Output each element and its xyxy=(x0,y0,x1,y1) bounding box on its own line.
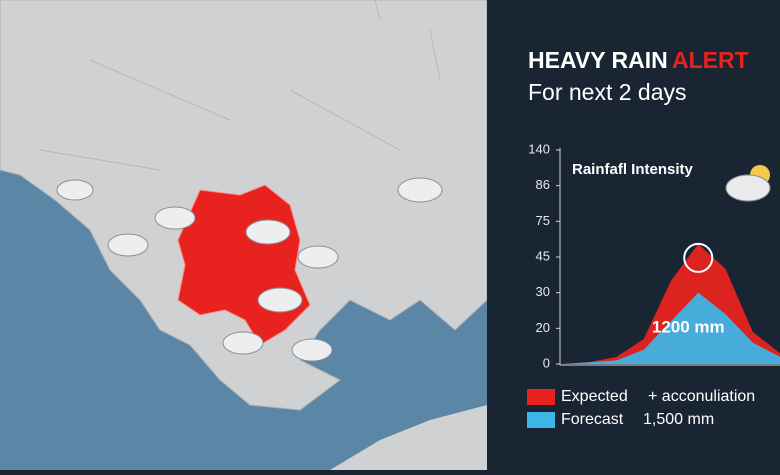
legend-swatch xyxy=(527,389,555,405)
subtitle: For next 2 days xyxy=(528,79,687,105)
y-tick-label: 20 xyxy=(536,320,550,335)
y-tick-label: 45 xyxy=(536,248,550,263)
legend-swatch xyxy=(527,412,555,428)
land-south xyxy=(330,405,487,470)
title-accent: ALERT xyxy=(672,47,749,73)
legend-note: 1,500 mm xyxy=(643,411,714,428)
annotation: 1200 mm xyxy=(652,317,725,336)
alert-icon xyxy=(683,242,714,273)
borders xyxy=(39,0,441,171)
y-tick-label: 75 xyxy=(536,213,550,228)
legend-label: Forecast xyxy=(561,411,624,428)
legend-note: + acconuliation xyxy=(648,388,755,405)
legend-label: Expected xyxy=(561,388,628,405)
area xyxy=(562,292,780,364)
y-tick-label: 30 xyxy=(536,284,550,299)
map xyxy=(0,0,488,470)
chart-title: Rainfafl Intensity xyxy=(572,161,694,178)
title: HEAVY RAIN xyxy=(528,47,668,73)
y-tick-label: 86 xyxy=(536,177,550,192)
y-tick-label: 0 xyxy=(543,355,550,370)
y-tick-label: 140 xyxy=(528,141,550,156)
cloud-icon xyxy=(725,165,771,202)
rain-clouds xyxy=(56,177,443,362)
